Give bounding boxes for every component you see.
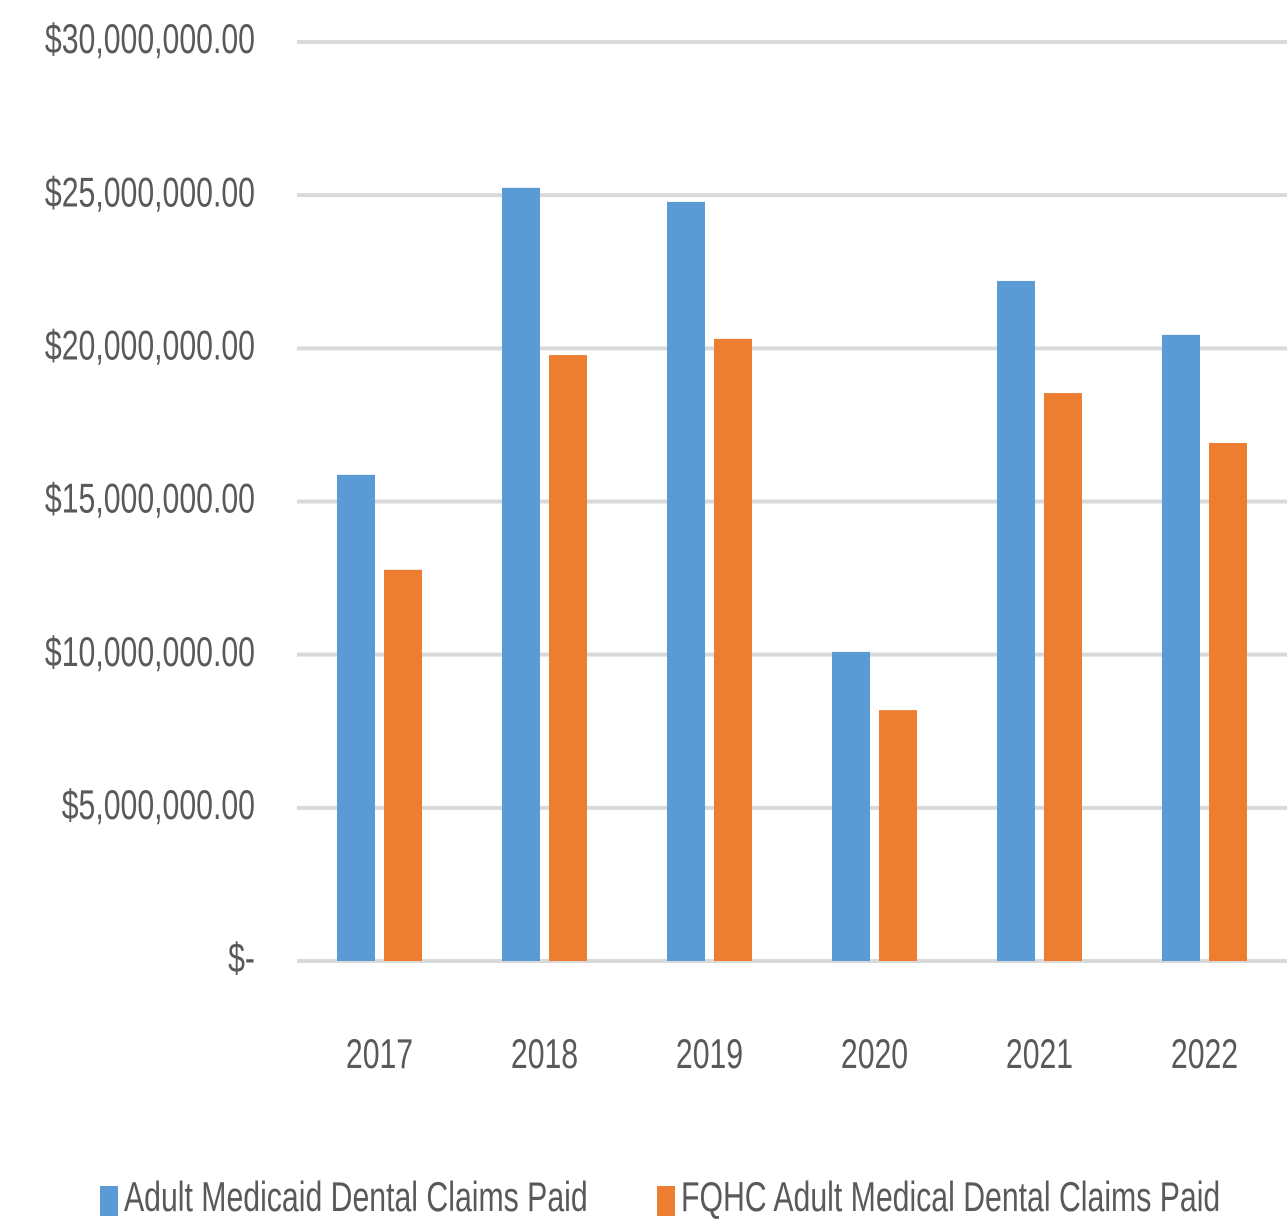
- x-tick-label: 2021: [1006, 1030, 1073, 1077]
- x-tick-label: 2017: [346, 1030, 413, 1077]
- x-tick-label: 2020: [841, 1030, 908, 1077]
- bar: [1162, 334, 1200, 961]
- legend-swatch: [100, 1186, 118, 1216]
- y-tick-label: $10,000,000.00: [45, 628, 255, 675]
- y-tick-label: $-: [228, 934, 255, 981]
- legend-label: Adult Medicaid Dental Claims Paid: [124, 1173, 588, 1220]
- bar: [997, 280, 1035, 961]
- bar: [832, 651, 870, 961]
- legend-swatch: [657, 1186, 675, 1216]
- y-tick-label: $5,000,000.00: [62, 781, 255, 828]
- y-tick-label: $30,000,000.00: [45, 15, 255, 62]
- bar: [879, 710, 917, 961]
- y-tick-label: $15,000,000.00: [45, 475, 255, 522]
- bar: [384, 569, 422, 961]
- y-tick-label: $20,000,000.00: [45, 322, 255, 369]
- bar: [714, 338, 752, 961]
- x-tick-label: 2018: [511, 1030, 578, 1077]
- bar: [1044, 393, 1082, 962]
- bar: [549, 355, 587, 962]
- bar: [667, 201, 705, 961]
- x-tick-label: 2022: [1171, 1030, 1238, 1077]
- bar: [1209, 442, 1247, 961]
- x-tick-label: 2019: [676, 1030, 743, 1077]
- bar: [337, 474, 375, 961]
- y-tick-label: $25,000,000.00: [45, 168, 255, 215]
- bar: [502, 187, 540, 961]
- legend-label: FQHC Adult Medical Dental Claims Paid: [681, 1173, 1220, 1220]
